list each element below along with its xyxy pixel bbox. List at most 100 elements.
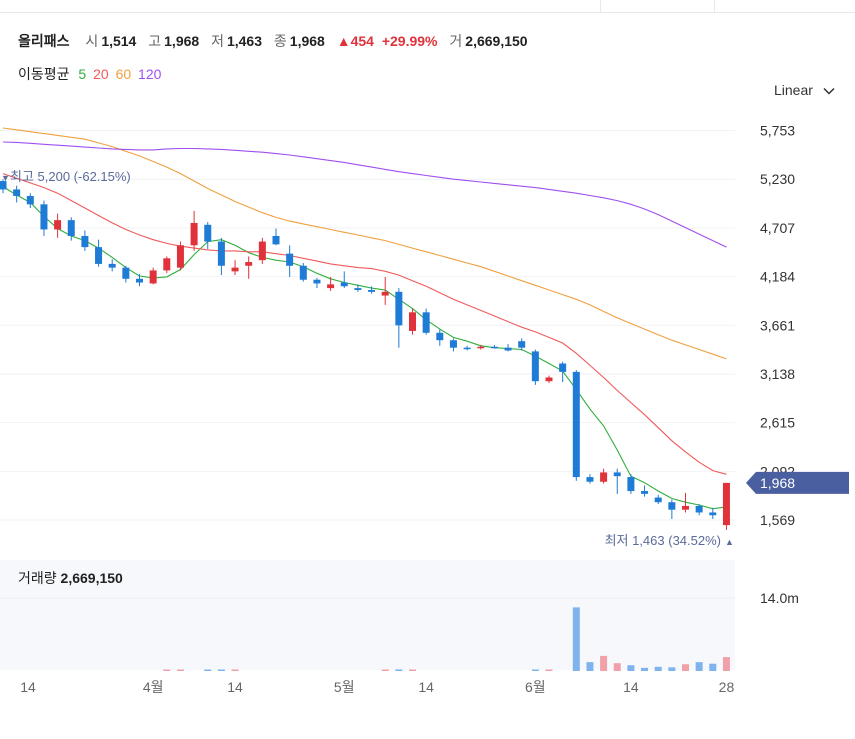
volume-bar [613,663,621,671]
volume-bar [217,669,225,671]
candle-body [176,245,184,268]
ma-120-label: 120 [138,66,162,82]
price-axis-tick: 3,661 [760,317,795,333]
current-price-tag [746,471,849,494]
ma-5-line [2,186,727,510]
moving-average-legend[interactable]: 이동평균 5 20 60 120 [18,64,166,84]
volume-bar [627,665,635,671]
candle-body [463,347,471,350]
time-axis-tick: 14 [20,679,36,695]
ma-60-line [2,127,727,360]
volume-label: 거 [449,33,463,49]
ma-20-line [2,173,727,475]
price-axis-tick: 1,569 [760,512,795,528]
volume-bar [531,669,539,671]
volume-bar [654,666,662,671]
candle-body [204,224,212,242]
candle-body [722,482,730,526]
candle-body [54,220,62,230]
candle-body [299,265,307,280]
time-axis-tick: 5월 [334,679,355,695]
ma-20-label: 20 [93,66,109,82]
candle-body [40,204,48,230]
current-price-label: 1,968 [760,475,795,491]
low-label: 저 [211,33,224,49]
candle-body [572,371,580,478]
volume-bar [709,663,717,671]
candle-body [26,195,34,205]
volume-bar [682,664,689,671]
time-axis-tick: 28 [719,679,735,695]
candle-body [231,267,239,272]
price-axis-tick: 2,615 [760,415,795,431]
close-label: 종 [273,33,287,49]
volume-title: 거래량 2,669,150 [18,568,123,588]
volume-bar [600,655,608,671]
high-marker-arrow: ▼ [1,173,10,183]
volume-bar [545,669,553,671]
candle-body [272,235,280,245]
ma-120-line [2,141,727,248]
candle-body [668,502,676,510]
candle-body [13,189,21,196]
candle-body [368,289,376,292]
low-value: 1,463 [226,33,263,49]
open-value: 1,514 [101,33,137,49]
candle-body [149,270,157,284]
candle-body [518,341,526,348]
candle-body [709,512,717,516]
volume-bar [572,607,580,671]
volume-bar [586,662,594,671]
volume-title-value: 2,669,150 [60,570,123,586]
stock-name: 올리패스 [18,33,70,49]
price-plot-area [0,110,735,550]
volume-bar [204,669,212,671]
volume-plot-area [0,560,735,670]
candle-body [600,472,608,482]
candle-body [67,220,75,236]
ma-60-label: 60 [115,66,132,82]
candle-body [436,332,444,341]
change-percent: +29.99% [381,33,438,49]
price-axis-tick: 3,138 [760,366,795,382]
candle-body [641,491,649,494]
candle-body [531,351,539,382]
candle-body [217,241,225,266]
candle-body [354,288,362,290]
ma-legend-label: 이동평균 [18,66,70,82]
candle-body [654,497,662,503]
open-label: 시 [85,33,99,49]
volume-bar [641,667,649,671]
time-axis-tick: 14 [623,679,639,695]
candle-body [340,282,348,287]
time-axis-tick: 4월 [143,679,164,695]
candle-body [190,222,198,246]
candle-body [682,505,689,510]
candle-body [163,258,171,271]
top-divider-tick [714,0,715,12]
chevron-down-icon [823,88,835,95]
candle-body [381,291,389,296]
candle-body [95,247,103,264]
volume-bar [176,669,184,671]
high-marker-label: 최고 5,200 (-62.15%) [10,169,131,184]
price-axis-tick: 5,753 [760,123,795,139]
price-axis-tick: 4,184 [760,269,795,285]
change-value: ▲454 [336,33,374,49]
candle-body [409,312,416,331]
candle-body [586,477,594,482]
top-divider [0,0,855,13]
volume-bar [695,662,703,671]
scale-mode-label: Linear [774,82,813,98]
time-axis-tick: 14 [227,679,243,695]
candle-body [81,235,89,248]
candle-body [422,312,430,333]
candle-body [395,291,403,326]
volume-bar [381,669,389,671]
scale-mode-dropdown[interactable]: Linear [774,82,835,98]
candle-body [559,363,567,372]
time-axis-tick: 14 [418,679,434,695]
close-value: 1,968 [289,33,325,49]
price-summary: 올리패스 시 1,514 고 1,968 저 1,463 종 1,968 ▲454 +2… [18,31,536,51]
